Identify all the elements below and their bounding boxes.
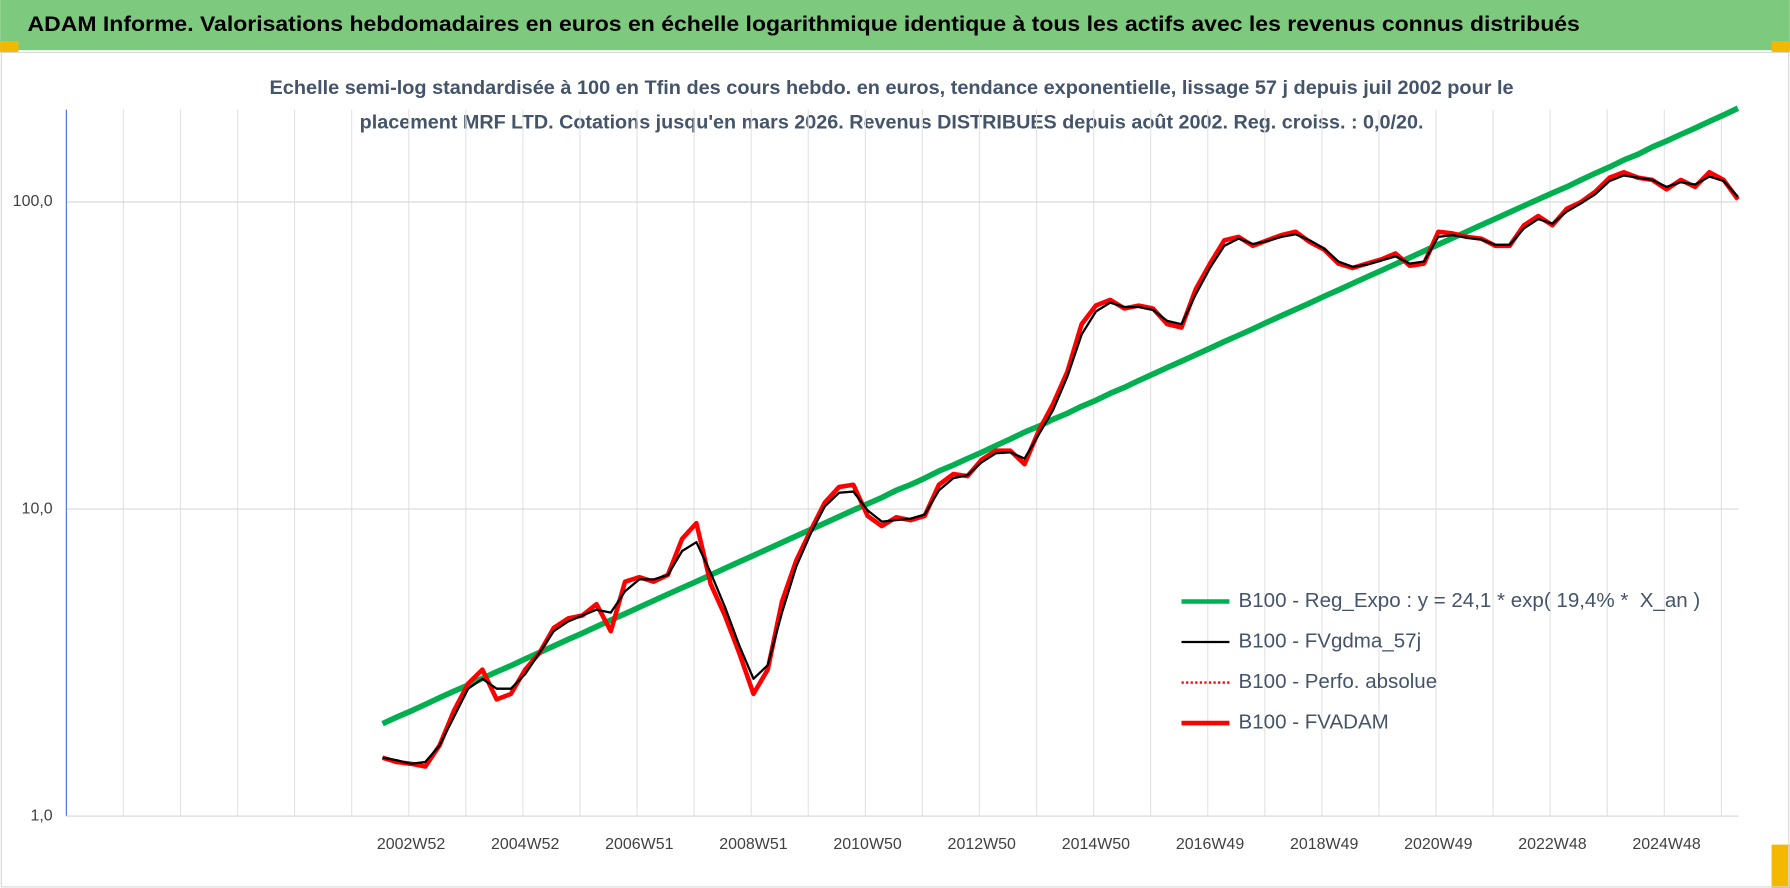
- legend-label: B100 - Reg_Expo : y = 24,1 * exp( 19,4% …: [1239, 589, 1701, 612]
- corner: [0, 41, 19, 53]
- x-tick-label: 2006W51: [605, 836, 673, 853]
- x-tick-label: 2016W49: [1176, 836, 1244, 853]
- y-tick-label: 100,0: [13, 193, 53, 210]
- corner: [1771, 41, 1790, 53]
- x-tick-label: 2024W48: [1632, 836, 1700, 853]
- x-tick-label: 2010W50: [833, 836, 901, 853]
- legend-label: B100 - FVADAM: [1239, 710, 1389, 733]
- series-line: [381, 105, 1740, 727]
- chart-subtitle: Echelle semi-log standardisée à 100 en T…: [270, 77, 1514, 99]
- series-line: [382, 174, 1739, 765]
- chart-subtitle: placement MRF LTD. Cotations jusqu'en ma…: [360, 111, 1424, 133]
- frame: [0, 51, 1790, 888]
- y-tick-label: 10,0: [22, 500, 53, 517]
- x-tick-label: 2002W52: [377, 836, 445, 853]
- x-tick-label: 2018W49: [1290, 836, 1358, 853]
- legend-label: B100 - FVgdma_57j: [1239, 629, 1422, 652]
- y-tick-label: 1,0: [30, 807, 52, 824]
- chart-title: ADAM Informe. Valorisations hebdomadaire…: [28, 11, 1580, 36]
- x-tick-label: 2014W50: [1062, 836, 1130, 853]
- x-tick-label: 2004W52: [491, 836, 559, 853]
- x-tick-label: 2008W51: [719, 836, 787, 853]
- legend-label: B100 - Perfo. absolue: [1239, 670, 1438, 693]
- x-tick-label: 2012W50: [948, 836, 1016, 853]
- x-tick-label: 2020W49: [1404, 836, 1472, 853]
- corner: [1771, 844, 1790, 888]
- header-band: [0, 0, 1790, 51]
- x-tick-label: 2022W48: [1518, 836, 1586, 853]
